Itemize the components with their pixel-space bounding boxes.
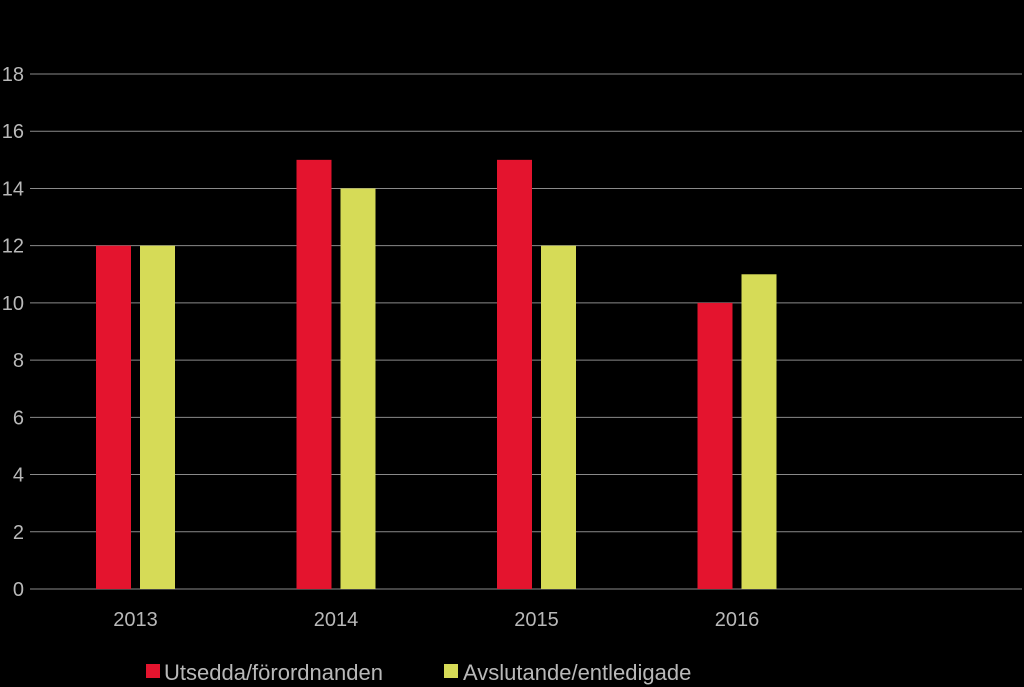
bar-2014-series-1 xyxy=(296,159,332,590)
y-tick-label: 8 xyxy=(13,350,24,372)
y-tick-label: 6 xyxy=(13,407,24,429)
x-tick-label: 2014 xyxy=(314,609,359,631)
bar-2015-series-2 xyxy=(541,245,576,589)
y-tick-label: 16 xyxy=(2,121,24,143)
bar-2014-series-2 xyxy=(340,188,376,589)
x-tick-label: 2015 xyxy=(514,609,559,631)
y-tick-label: 4 xyxy=(13,465,24,487)
legend: Utsedda/förordnanden Avslutande/entlediga… xyxy=(146,660,691,685)
x-tick-label: 2013 xyxy=(113,609,158,631)
y-tick-label: 2 xyxy=(13,522,24,544)
bar-2015-series-1 xyxy=(497,159,532,590)
bar-2016-series-2 xyxy=(741,274,777,589)
legend-swatch xyxy=(444,664,458,678)
bars xyxy=(96,159,777,590)
y-tick-label: 18 xyxy=(2,64,24,86)
y-tick-label: 12 xyxy=(2,236,24,258)
bar-2013-series-1 xyxy=(96,245,131,589)
legend-swatch xyxy=(146,664,160,678)
bar-2016-series-1 xyxy=(697,302,733,589)
legend-label: Utsedda/förordnanden xyxy=(164,660,383,685)
y-tick-label: 10 xyxy=(2,293,24,315)
y-tick-label: 0 xyxy=(13,579,24,601)
x-tick-label: 2016 xyxy=(715,609,760,631)
bar-2013-series-2 xyxy=(140,245,175,589)
x-axis-ticks: 2013 2014 2015 2016 xyxy=(113,609,759,631)
y-axis-ticks: 0 2 4 6 8 10 12 14 16 18 xyxy=(2,64,24,601)
y-tick-label: 14 xyxy=(2,178,24,200)
legend-label: Avslutande/entledigade xyxy=(463,660,691,685)
